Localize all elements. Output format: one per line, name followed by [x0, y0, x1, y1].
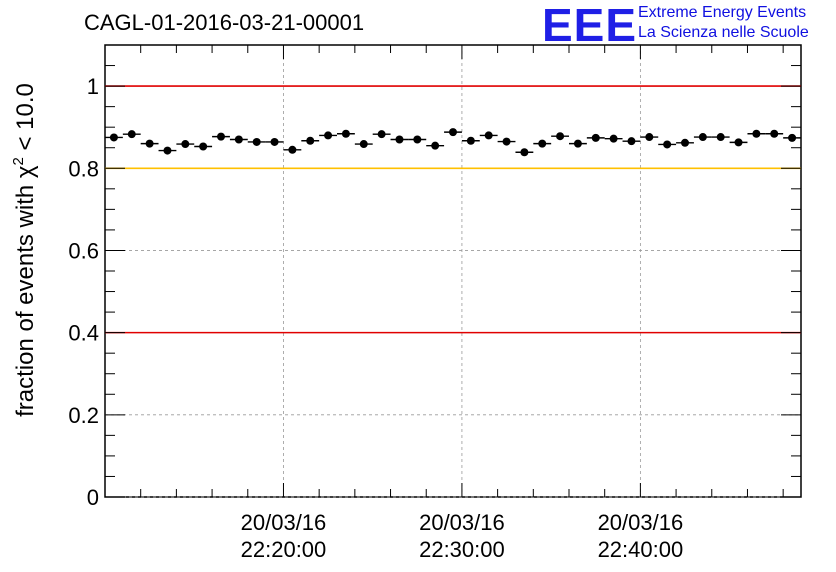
y-axis-label-post: < 10.0 — [12, 83, 39, 157]
y-axis-label: fraction of events with χ2 < 10.0 — [10, 83, 39, 417]
data-point — [466, 136, 475, 145]
eee-logo-mark: EEE — [542, 0, 638, 51]
run-title: CAGL-01-2016-03-21-00001 — [84, 10, 365, 35]
data-point — [431, 141, 440, 150]
data-point — [734, 138, 743, 147]
x-tick-label-time: 22:40:00 — [598, 537, 684, 562]
plot-frame — [104, 44, 802, 498]
data-point — [484, 131, 493, 140]
data-point — [556, 132, 565, 141]
y-axis-label-pre: fraction of events with — [12, 178, 39, 417]
data-point — [645, 133, 654, 142]
data-point — [609, 134, 618, 143]
data-point — [502, 137, 511, 146]
data-point — [288, 145, 297, 154]
data-point — [359, 140, 368, 149]
data-point — [324, 131, 333, 140]
data-point — [270, 137, 279, 146]
data-point — [716, 133, 725, 142]
data-point — [663, 140, 672, 149]
y-tick-label: 0 — [87, 485, 99, 510]
data-point — [395, 135, 404, 144]
data-point — [573, 139, 582, 148]
data-point — [127, 130, 136, 139]
x-tick-label-date: 20/03/16 — [598, 510, 684, 535]
data-point — [413, 135, 422, 144]
x-tick-label-date: 20/03/16 — [241, 510, 327, 535]
data-point — [520, 148, 529, 157]
reference-lines — [105, 85, 801, 334]
data-point — [591, 133, 600, 142]
y-tick-label: 0.6 — [68, 238, 99, 263]
eee-logo-line2: La Scienza nelle Scuole — [638, 24, 809, 41]
y-tick-label: 0.8 — [68, 156, 99, 181]
data-point — [341, 129, 350, 138]
data-point — [681, 138, 689, 147]
data-point — [538, 139, 547, 148]
data-point — [234, 135, 243, 144]
data-points — [105, 128, 801, 157]
x-tick-label-date: 20/03/16 — [419, 510, 505, 535]
eee-logo: EEE Extreme Energy Events La Scienza nel… — [542, 0, 832, 51]
eee-logo-line1: Extreme Energy Events — [638, 4, 807, 21]
data-point — [217, 132, 225, 141]
data-point — [698, 133, 707, 142]
data-point — [377, 130, 386, 139]
data-point — [752, 129, 761, 138]
data-point — [627, 137, 636, 146]
x-tick-label-time: 22:30:00 — [419, 537, 505, 562]
y-tick-labels: 0 0.2 0.4 0.6 0.8 1 — [68, 74, 99, 510]
x-tick-label-time: 22:20:00 — [241, 537, 327, 562]
y-tick-label: 0.2 — [68, 403, 99, 428]
data-point — [181, 140, 190, 149]
axis-ticks — [104, 44, 801, 498]
y-axis-label-chi: χ — [12, 165, 39, 178]
data-point — [252, 137, 261, 146]
data-point — [306, 136, 315, 145]
y-tick-label: 0.4 — [68, 321, 99, 346]
x-tick-labels: 20/03/1622:20:0020/03/1622:30:0020/03/16… — [241, 510, 684, 562]
data-point — [145, 139, 154, 148]
data-point — [199, 142, 208, 151]
data-point — [770, 129, 779, 138]
y-axis-label-sup: 2 — [10, 157, 27, 165]
y-tick-label: 1 — [87, 74, 99, 99]
data-point — [449, 128, 457, 137]
data-point — [109, 133, 118, 142]
data-point — [163, 146, 172, 155]
data-point — [788, 133, 797, 142]
